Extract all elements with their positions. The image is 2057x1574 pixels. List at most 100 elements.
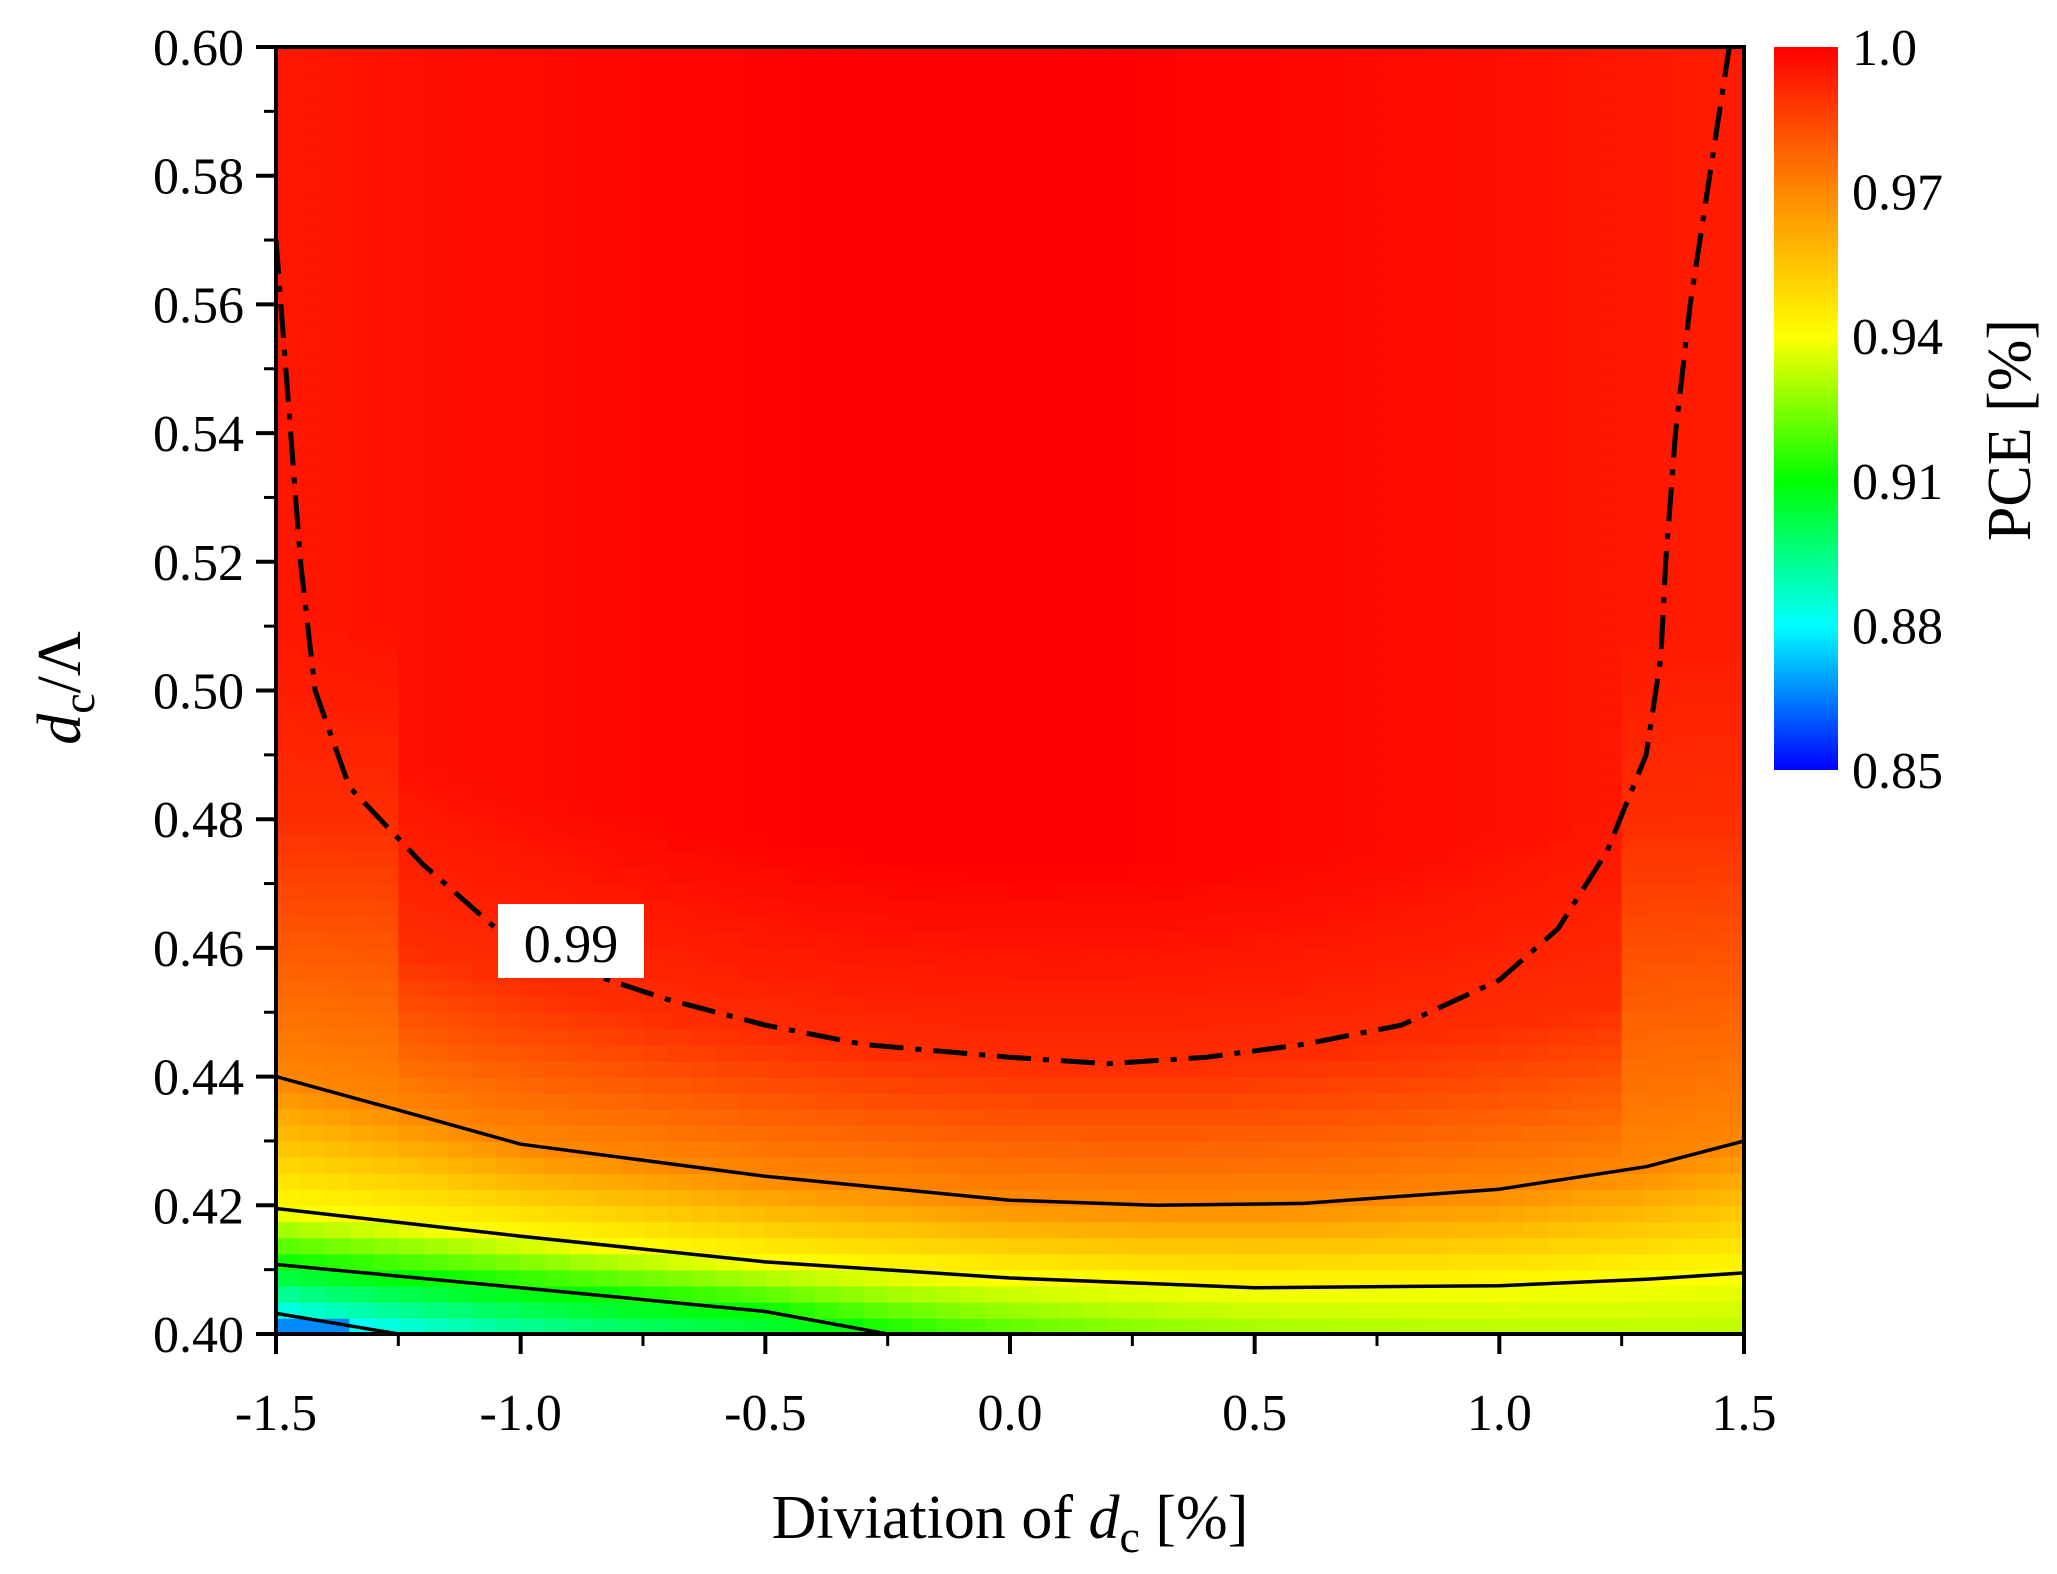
heat-cell [1719,593,1744,611]
heat-cell [1597,433,1623,450]
heat-cell [373,63,400,80]
heat-cell [1401,191,1427,209]
heat-cell [324,175,351,193]
heat-cell [1181,931,1207,949]
heat-cell [643,1140,669,1158]
heat-cell [936,1124,962,1142]
heat-cell [1646,63,1672,80]
heat-cell [545,658,571,676]
heat-cell [300,738,326,756]
heat-cell [1181,63,1207,80]
heat-cell [814,690,840,708]
heat-cell [667,95,693,113]
heat-cell [985,1317,1011,1334]
heat-cell [1499,915,1525,933]
heat-cell [1621,417,1647,434]
heat-cell [1450,915,1476,933]
heat-cell [838,63,864,80]
heat-cell [1352,835,1378,853]
heat-cell [1132,545,1158,563]
heat-cell [1083,1076,1109,1094]
heat-cell [1474,996,1501,1014]
heat-cell [1156,513,1183,531]
heat-cell [838,1028,864,1046]
heat-cell [716,1317,742,1334]
heat-cell [1572,417,1598,434]
heat-cell [936,722,962,740]
heat-cell [1132,111,1158,129]
heat-cell [1597,851,1623,869]
heat-cell [1156,545,1183,563]
heat-cell [912,513,938,531]
heat-cell [1719,481,1744,499]
heat-cell [1572,256,1598,274]
heat-cell [1132,529,1158,547]
heat-cell [1254,996,1280,1014]
heat-cell [1181,143,1207,161]
heat-cell [1499,1285,1525,1303]
heat-cell [936,1060,962,1078]
heat-cell [1474,529,1501,547]
heat-cell [300,770,326,788]
heat-cell [1499,1301,1525,1319]
heat-cell [740,513,767,531]
heat-cell [1156,963,1183,981]
heat-cell [643,513,669,531]
heat-cell [1034,513,1060,531]
heat-cell [838,417,864,434]
heat-cell [863,754,889,772]
heat-cell [1621,1253,1647,1271]
heat-cell [740,610,767,627]
heat-cell [838,223,864,241]
heat-cell [1695,513,1721,531]
heat-cell [520,529,546,547]
heat-cell [814,1157,840,1174]
heat-cell [1058,207,1085,225]
heat-cell [961,352,987,370]
heat-cell [1107,433,1134,450]
heat-cell [1132,1301,1158,1319]
heat-cell [838,963,864,981]
heat-cell [765,899,791,917]
heat-cell [1279,111,1305,129]
heat-cell [1401,207,1427,225]
heat-cell [691,738,718,756]
heat-cell [936,481,962,499]
heat-cell [1695,577,1721,595]
heat-cell [1377,770,1403,788]
heat-cell [373,593,400,611]
heat-cell [594,320,620,338]
heat-cell [1328,1044,1354,1062]
heat-cell [961,1269,987,1287]
heat-cell [740,191,767,209]
heat-cell [838,304,864,322]
heat-cell [1352,738,1378,756]
heat-cell [961,417,987,434]
heat-cell [1107,770,1134,788]
heat-cell [1303,561,1329,579]
heat-cell [520,79,546,97]
heat-cell [1670,803,1696,820]
heat-cell [740,787,767,804]
heat-cell [1328,658,1354,676]
heat-cell [1181,497,1207,515]
heat-cell [789,561,816,579]
heat-cell [276,545,302,563]
heat-cell [398,336,424,354]
heat-cell [887,835,913,853]
heat-cell [814,1044,840,1062]
heat-cell [1621,819,1647,837]
heat-cell [1548,111,1574,129]
heat-cell [887,497,913,515]
heat-cell [300,803,326,820]
heat-cell [520,1253,546,1271]
heat-cell [1646,931,1672,949]
heat-cell [276,754,302,772]
heat-cell [1352,417,1378,434]
heat-cell [1621,867,1647,885]
heat-cell [594,1269,620,1287]
heat-cell [961,368,987,386]
heat-cell [1156,1157,1183,1174]
heat-cell [1254,79,1280,97]
heat-cell [1205,159,1231,177]
